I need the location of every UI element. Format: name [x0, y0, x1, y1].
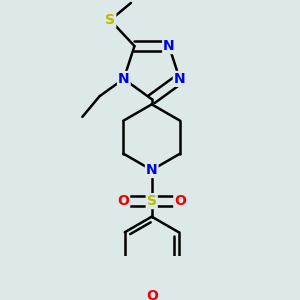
- Text: O: O: [174, 194, 186, 208]
- Text: N: N: [163, 39, 175, 53]
- Text: N: N: [174, 72, 185, 86]
- Text: O: O: [146, 289, 158, 300]
- Text: O: O: [117, 194, 129, 208]
- Text: S: S: [147, 194, 157, 208]
- Text: S: S: [105, 13, 115, 27]
- Text: N: N: [146, 163, 158, 177]
- Text: N: N: [118, 72, 130, 86]
